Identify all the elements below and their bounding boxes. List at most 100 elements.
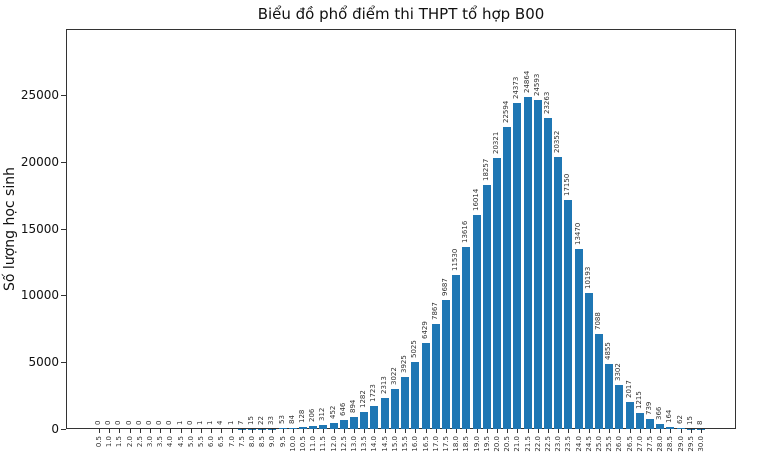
bar-value-label: 62 [675,415,684,425]
x-tick-label: 21.5 [523,436,532,452]
x-tick-mark [466,429,467,433]
x-tick-label: 13.5 [360,436,369,452]
x-tick-mark [681,429,682,433]
bar-value-label: 0 [94,420,102,425]
bar-value-label: 24593 [532,74,541,97]
x-tick-label: 6.5 [217,436,226,448]
bar-value-label: 452 [328,405,337,419]
bar-value-label: 3302 [614,363,623,381]
x-tick-mark [140,429,141,433]
y-tick-mark [61,295,66,297]
x-tick-label: 18.0 [452,436,461,452]
x-tick-mark [691,429,692,433]
x-tick-label: 5.5 [197,436,206,448]
bar-value-label: 0 [145,420,154,425]
y-tick-label: 0 [51,422,59,436]
x-tick-mark [109,429,110,433]
x-tick-label: 1.0 [105,436,114,448]
bar-value-label: 24373 [512,77,521,100]
bar-value-label: 366 [655,406,664,421]
bar-value-label: 22594 [502,100,511,124]
x-tick-label: 29.5 [686,436,695,452]
x-tick-mark [426,429,427,433]
x-tick-mark [283,429,284,433]
y-axis-label: Số lượng học sinh [2,167,18,291]
bar-value-label: 0 [134,420,143,425]
chart-title: Biểu đồ phổ điểm thi THPT tổ hợp B00 [257,5,545,23]
x-tick-label: 21.0 [513,436,522,452]
x-tick-label: 8.0 [248,436,257,448]
bar [288,427,297,429]
x-tick-label: 20.5 [503,436,512,452]
bar [350,417,359,429]
bar [666,426,675,429]
x-tick-label: 16.5 [421,436,430,452]
x-tick-label: 10.5 [299,436,308,452]
x-tick-mark [242,429,243,433]
x-tick-mark [354,429,355,433]
bar-value-label: 4855 [604,342,613,361]
x-tick-label: 14.5 [380,436,389,452]
bar-value-label: 3022 [389,366,398,385]
y-tick-mark [61,429,66,430]
x-tick-mark [558,429,559,433]
bar-value-label: 1723 [369,384,378,402]
bar-value-label: 0 [114,420,123,425]
bar [421,343,430,429]
x-tick-mark [201,429,202,433]
x-tick-mark [150,429,151,433]
x-tick-label: 7.5 [237,436,246,448]
x-tick-label: 12.5 [339,436,348,452]
x-tick-mark [701,429,702,433]
x-tick-mark [130,429,131,433]
x-tick-label: 28.5 [666,436,675,452]
x-tick-label: 8.5 [258,436,267,448]
x-tick-label: 3.0 [146,436,155,448]
bar-value-label: 4 [216,420,225,425]
bar-value-label: 7088 [593,312,602,331]
bar [594,334,603,429]
y-tick-mark [61,362,66,364]
bar-value-label: 15 [685,415,694,425]
x-tick-label: 9.5 [278,436,287,448]
x-tick-label: 11.0 [309,436,318,452]
x-tick-label: 4.0 [166,436,175,448]
x-tick-mark [344,429,345,433]
x-tick-label: 27.5 [645,436,654,452]
x-tick-mark [528,429,529,433]
x-tick-label: 28.0 [656,436,665,452]
bar [656,424,665,429]
x-tick-label: 11.5 [319,436,328,452]
bar-value-label: 11530 [451,248,460,271]
x-tick-mark [252,429,253,433]
bar-value-label: 2313 [379,376,388,395]
x-tick-mark [232,429,233,433]
x-tick-mark [619,429,620,433]
y-tick-mark [61,161,66,163]
x-tick-label: 27.0 [635,436,644,452]
x-tick-label: 0.5 [95,436,103,448]
bar-value-label: 84 [287,414,296,424]
bar [615,384,624,429]
x-tick-mark [323,429,324,433]
bar-value-label: 1215 [634,390,643,409]
bar-value-label: 17150 [563,173,572,196]
y-tick-mark [61,95,66,96]
x-tick-label: 18.5 [462,436,471,452]
x-tick-mark [160,429,161,433]
x-tick-mark [211,429,212,433]
x-tick-mark [395,429,396,433]
bar [645,419,654,429]
x-tick-mark [609,429,610,433]
bar [339,420,348,429]
bar [299,427,308,429]
x-tick-label: 26.0 [615,436,624,452]
bar-value-label: 15 [247,415,256,425]
x-tick-mark [517,429,518,433]
x-tick-mark [477,429,478,433]
x-tick-label: 24.5 [584,436,593,452]
x-tick-mark [262,429,263,433]
y-tick-label: 25000 [20,88,59,102]
x-tick-mark [660,429,661,433]
x-tick-label: 26.5 [625,436,634,452]
